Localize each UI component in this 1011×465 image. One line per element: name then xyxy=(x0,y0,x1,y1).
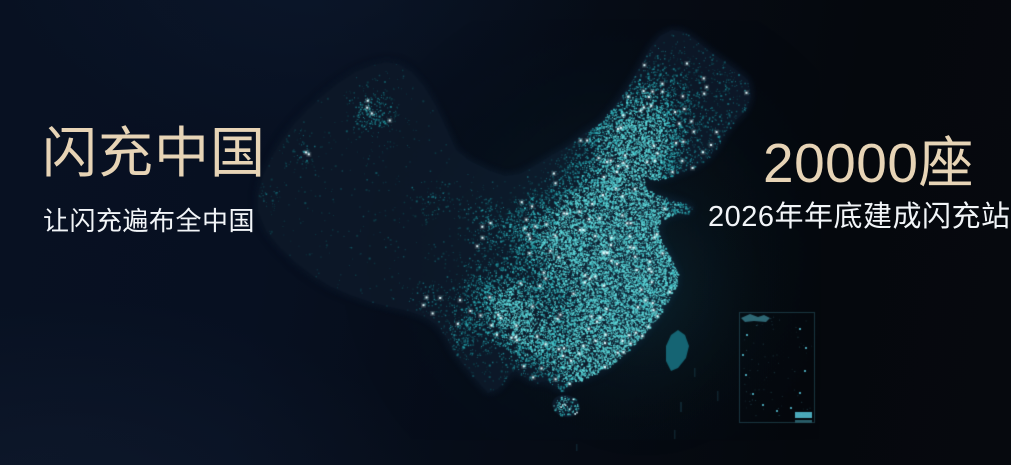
station-count-caption: 2026年年底建成闪充站 xyxy=(708,201,1011,233)
station-count-stat: 20000座 xyxy=(763,132,974,194)
campaign-subtitle: 让闪充遍布全中国 xyxy=(43,206,256,236)
campaign-title: 闪充中国 xyxy=(42,122,267,184)
